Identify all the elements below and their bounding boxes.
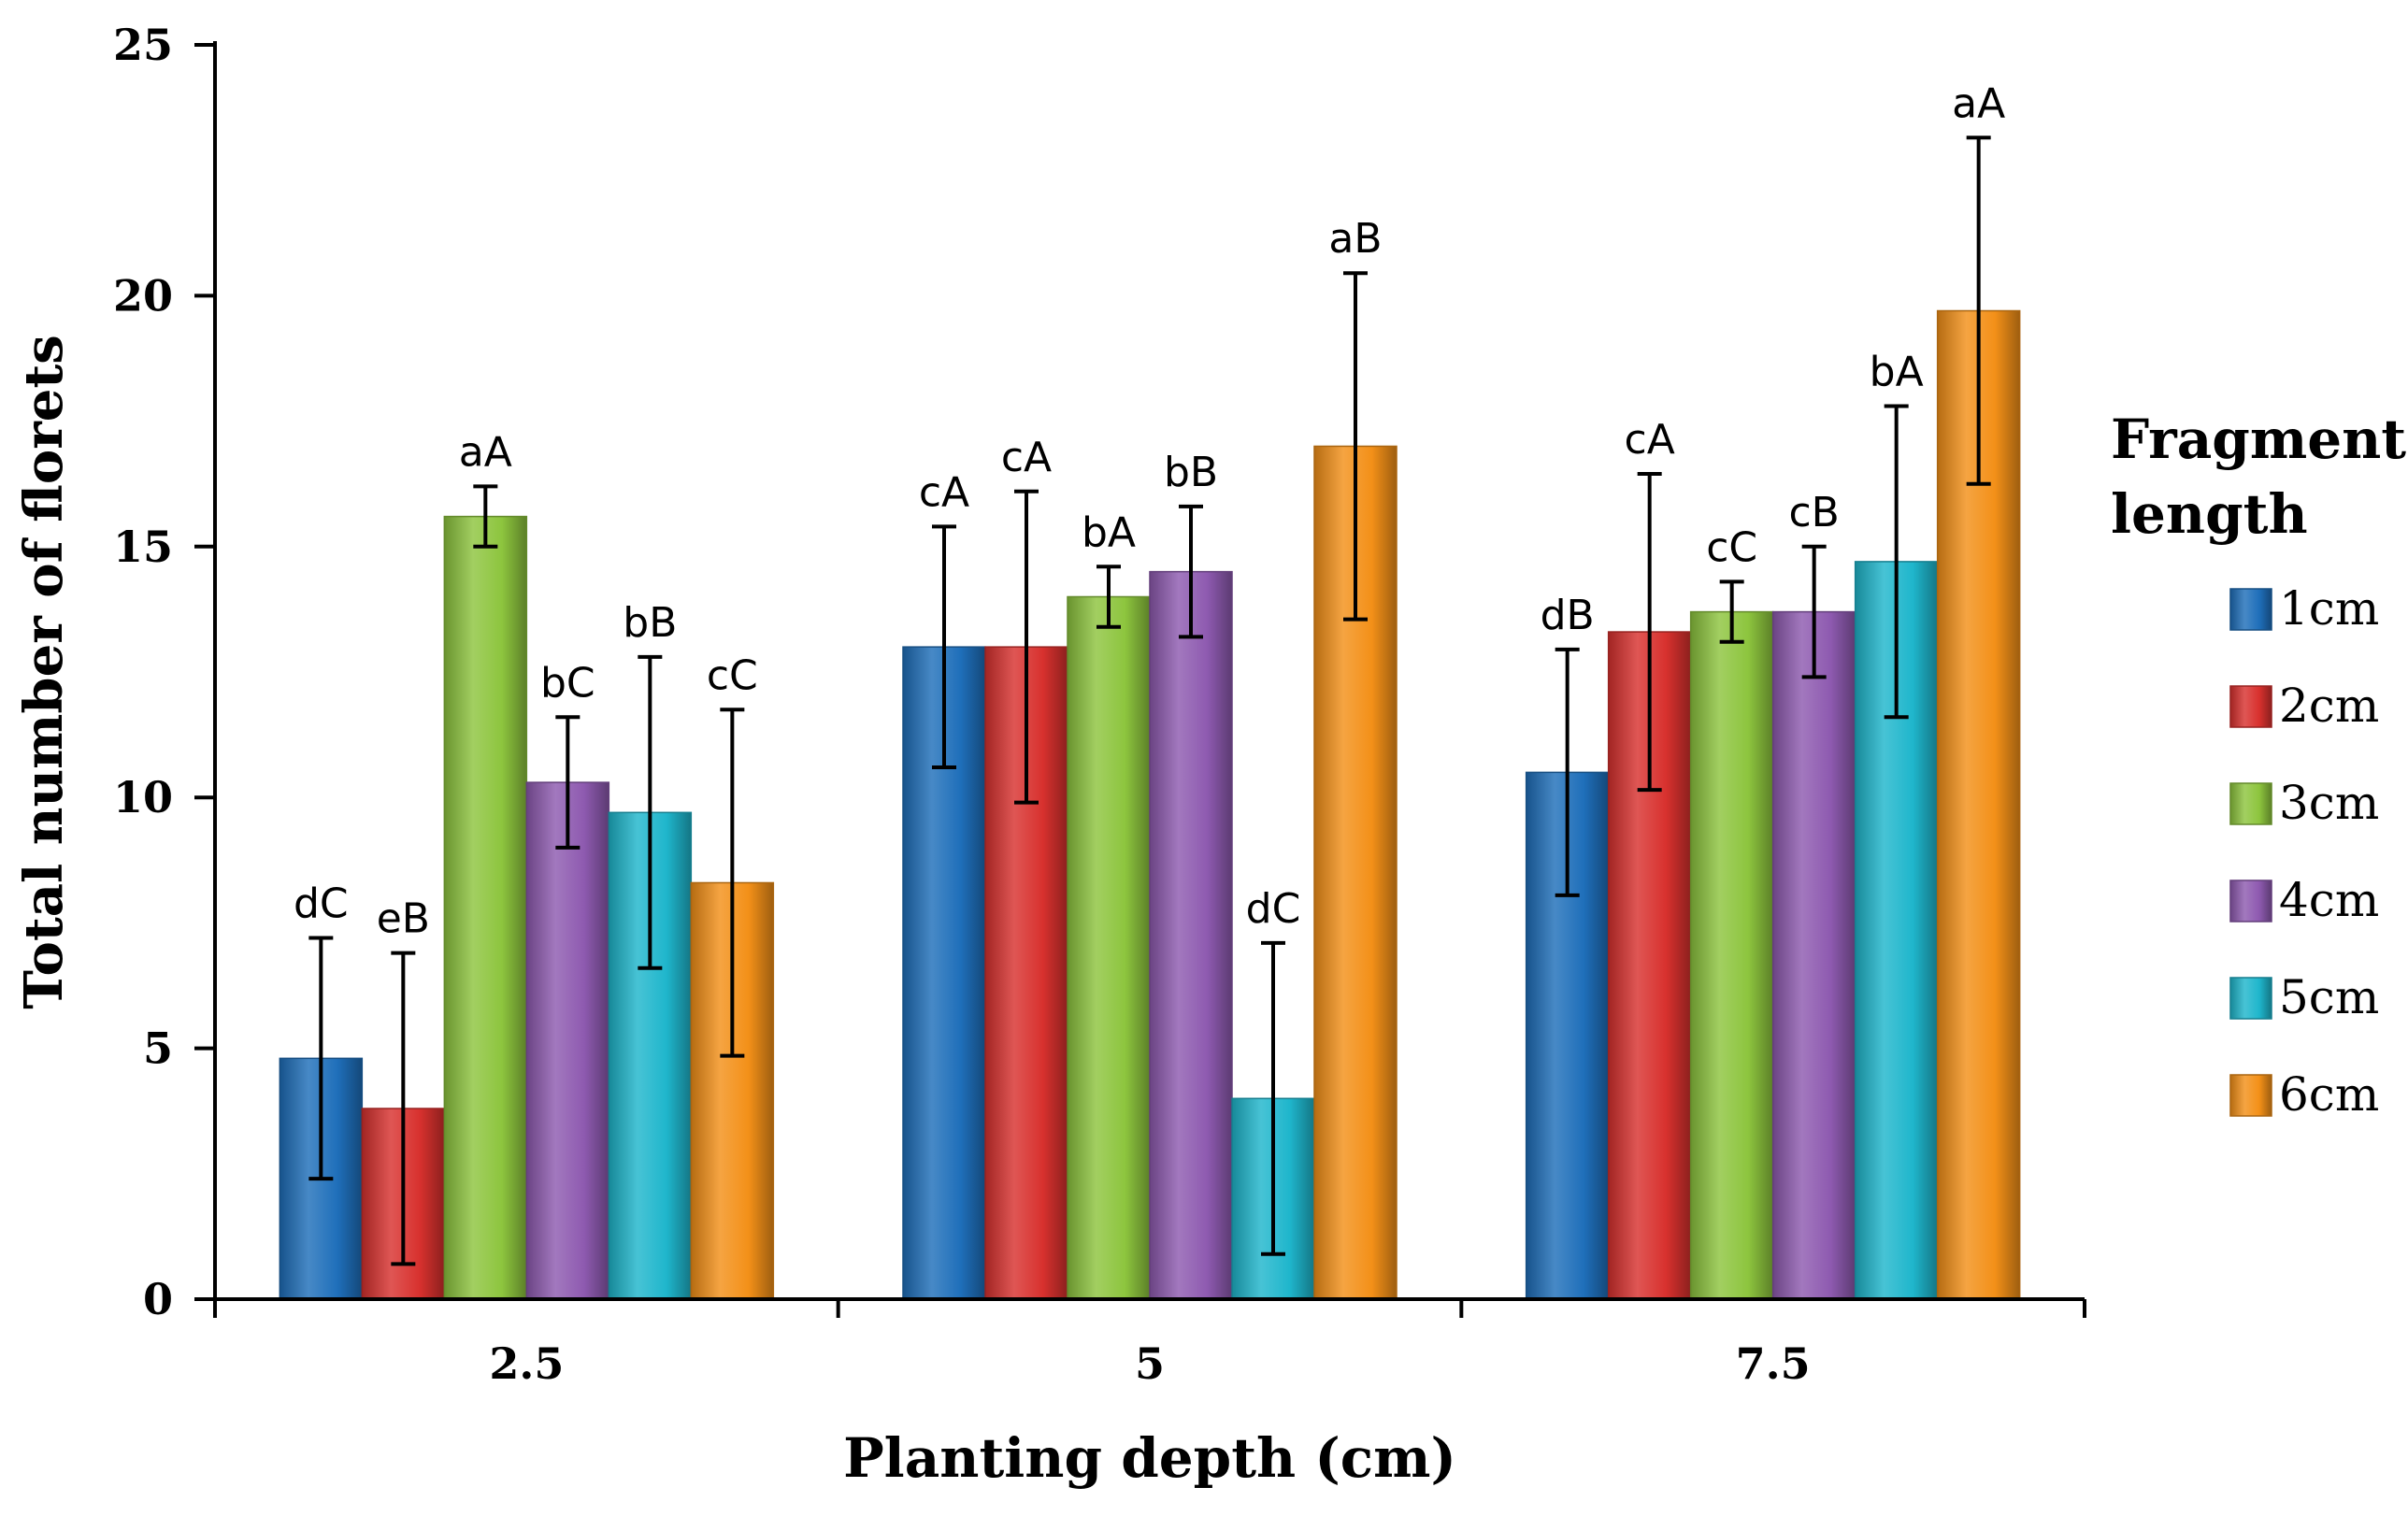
legend-item-1cm: 1cm [2229,581,2379,636]
data-label-5cm-7.5: bA [1870,348,1924,395]
data-label-3cm-2.5: aA [459,428,512,476]
legend-swatch-3cm [2229,782,2272,825]
data-label-4cm-7.5: cB [1788,489,1839,536]
data-label-4cm-2.5: bC [540,659,595,707]
error-bar-5cm-5 [1261,940,1285,1256]
legend-item-5cm: 5cm [2229,970,2379,1024]
error-bar-6cm-7.5 [1966,136,1991,486]
data-label-2cm-7.5: cA [1625,416,1675,464]
error-bar-4cm-5 [1179,504,1203,639]
x-tick-label: 2.5 [489,1338,564,1389]
legend-swatch-1cm [2229,588,2272,631]
legend-label-5cm: 5cm [2279,970,2379,1024]
data-label-3cm-5: bA [1082,508,1136,556]
error-bar-2cm-5 [1014,489,1039,805]
legend-item-3cm: 3cm [2229,776,2379,830]
data-label-5cm-2.5: bB [623,599,677,647]
legend-label-4cm: 4cm [2279,873,2379,927]
y-tick-label: 0 [143,1274,173,1324]
legend-label-2cm: 2cm [2279,679,2379,733]
plot-area: dC eB aA bC bB cC cA cA bA bB dC aB dB cA cC cB bA aA [279,79,2021,1300]
error-bar-5cm-7.5 [1884,404,1909,720]
legend-item-4cm: 4cm [2229,873,2379,927]
y-tick-label: 10 [113,772,173,822]
data-label-1cm-5: cA [919,468,969,516]
data-label-4cm-5: bB [1164,449,1218,496]
legend-label-1cm: 1cm [2279,581,2379,636]
data-label-6cm-7.5: aA [1952,79,2005,127]
legend-label-6cm: 6cm [2279,1067,2379,1122]
x-tick-label: 5 [1135,1338,1165,1389]
data-label-6cm-5: aB [1328,215,1382,263]
error-bar-1cm-7.5 [1555,647,1580,897]
error-bar-6cm-5 [1343,271,1368,622]
error-bar-6cm-2.5 [720,708,745,1058]
bar-4cm-7.5 [1771,610,1856,1300]
data-label-2cm-5: cA [1001,434,1052,481]
error-bar-1cm-2.5 [308,936,334,1181]
legend-swatch-2cm [2229,685,2272,728]
x-tick-label: 7.5 [1736,1338,1811,1389]
y-tick-label: 5 [143,1023,173,1074]
y-tick-label: 20 [113,270,173,321]
data-label-2cm-2.5: eB [377,895,430,943]
y-axis-title: Total number of florets [13,335,75,1009]
data-label-1cm-7.5: dB [1541,592,1595,639]
axes: 0 5 10 15 20 25 2.5 5 7.5 Planting depth (cm) Tota… [13,20,2086,1490]
bar-4cm-5 [1149,570,1233,1300]
legend-label-3cm: 3cm [2279,776,2379,830]
error-bar-2cm-7.5 [1637,471,1662,793]
legend-swatch-5cm [2229,977,2272,1020]
legend-item-2cm: 2cm [2229,679,2379,733]
data-label-1cm-2.5: dC [294,880,349,928]
legend-title-line-2: length [2111,482,2308,546]
legend-item-6cm: 6cm [2229,1067,2379,1122]
error-bar-4cm-7.5 [1801,544,1827,679]
error-bar-3cm-7.5 [1719,579,1744,644]
error-bar-3cm-2.5 [473,484,498,549]
legend: Fragment length 1cm 2cm 3cm 4cm 5cm 6cm [2111,408,2406,1122]
bar-3cm-2.5 [443,515,528,1300]
data-label-5cm-5: dC [1246,885,1301,933]
data-label-6cm-2.5: cC [707,651,758,699]
legend-title-line-1: Fragment [2111,408,2406,471]
error-bar-2cm-2.5 [391,951,416,1266]
legend-swatch-6cm [2229,1074,2272,1117]
error-bar-3cm-5 [1096,565,1121,629]
error-bar-1cm-5 [932,524,956,769]
error-bar-4cm-2.5 [555,715,580,850]
bar-3cm-7.5 [1689,610,1774,1300]
data-label-3cm-7.5: cC [1706,523,1757,571]
bar-3cm-5 [1067,595,1151,1300]
bar-4cm-2.5 [525,781,610,1300]
y-tick-label: 25 [113,20,173,70]
y-tick-label: 15 [113,522,173,572]
error-bar-5cm-2.5 [638,654,663,970]
x-axis-title: Planting depth (cm) [843,1426,1456,1490]
legend-swatch-4cm [2229,880,2272,922]
